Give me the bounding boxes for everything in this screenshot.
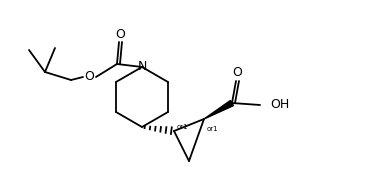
Text: or1: or1 (207, 126, 219, 132)
Text: O: O (232, 66, 242, 80)
Text: or1: or1 (177, 124, 189, 130)
Text: O: O (115, 28, 125, 40)
Text: OH: OH (270, 98, 289, 112)
Text: N: N (137, 61, 147, 73)
Text: O: O (84, 71, 94, 83)
Polygon shape (204, 100, 233, 119)
